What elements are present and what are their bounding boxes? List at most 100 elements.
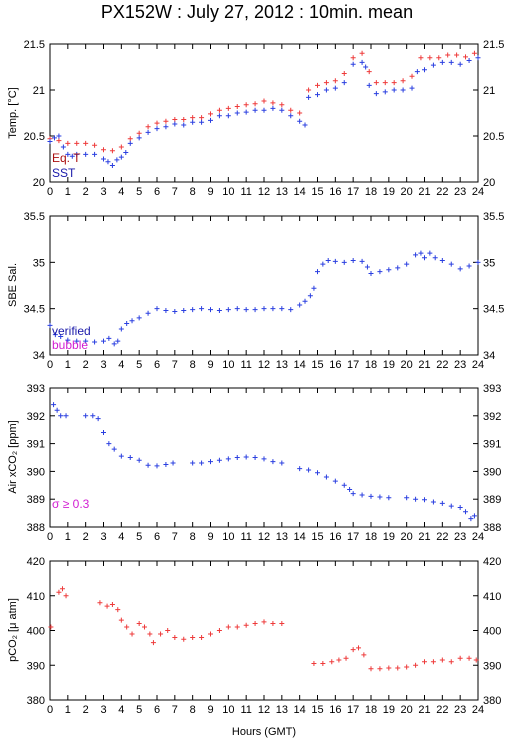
y-tick-label: 20.5 bbox=[24, 131, 45, 143]
data-point bbox=[430, 62, 436, 68]
data-point bbox=[69, 153, 75, 159]
data-point bbox=[366, 69, 372, 75]
y-tick-label-right: 400 bbox=[483, 626, 501, 638]
data-point bbox=[288, 113, 294, 119]
x-tick-label: 1 bbox=[65, 704, 71, 716]
data-point bbox=[216, 628, 222, 633]
data-point bbox=[48, 624, 54, 630]
data-point bbox=[74, 140, 80, 146]
data-point bbox=[454, 52, 460, 58]
data-point bbox=[323, 87, 329, 93]
data-point bbox=[208, 111, 213, 117]
data-point bbox=[463, 509, 469, 515]
series-2 bbox=[47, 55, 481, 168]
data-point bbox=[208, 631, 213, 637]
data-point bbox=[170, 460, 176, 466]
y-tick-label-right: 20 bbox=[483, 177, 495, 189]
data-point bbox=[158, 631, 164, 637]
y-tick-label: 393 bbox=[27, 383, 45, 395]
data-point bbox=[65, 337, 71, 343]
data-point bbox=[359, 59, 365, 65]
chart-title: PX152W : July 27, 2012 : 10min. mean bbox=[101, 2, 413, 22]
data-point bbox=[306, 94, 312, 100]
data-point bbox=[51, 135, 57, 141]
y-tick-label-right: 393 bbox=[483, 383, 501, 395]
x-tick-label: 2 bbox=[83, 531, 89, 543]
x-tick-label: 17 bbox=[347, 186, 359, 198]
x-tick-label: 4 bbox=[118, 704, 124, 716]
data-point bbox=[404, 495, 410, 501]
data-point bbox=[350, 55, 356, 61]
data-point bbox=[427, 250, 433, 256]
data-point bbox=[172, 634, 178, 640]
x-tick-label: 11 bbox=[240, 531, 251, 543]
data-point bbox=[56, 133, 62, 139]
data-point bbox=[60, 144, 66, 150]
data-point bbox=[368, 666, 374, 672]
data-point bbox=[471, 513, 477, 519]
x-tick-label: 0 bbox=[47, 704, 53, 716]
x-tick-label: 11 bbox=[240, 704, 251, 716]
data-point bbox=[297, 302, 303, 308]
data-point bbox=[400, 87, 406, 93]
x-tick-label: 13 bbox=[276, 186, 288, 198]
data-point bbox=[199, 306, 205, 312]
data-point bbox=[252, 307, 258, 313]
data-point bbox=[181, 308, 187, 314]
data-point bbox=[404, 261, 410, 267]
y-tick-label-right: 390 bbox=[483, 466, 501, 478]
data-point bbox=[350, 647, 356, 653]
data-point bbox=[74, 338, 80, 344]
data-point bbox=[165, 628, 171, 633]
data-point bbox=[279, 306, 285, 312]
data-point bbox=[145, 129, 151, 135]
data-point bbox=[427, 55, 433, 61]
x-tick-label: 9 bbox=[207, 186, 213, 198]
data-point bbox=[329, 659, 335, 665]
y-tick-label-right: 20.5 bbox=[483, 131, 504, 143]
data-point bbox=[439, 657, 445, 663]
data-point bbox=[413, 252, 419, 258]
data-point bbox=[199, 460, 205, 466]
data-point bbox=[368, 270, 374, 276]
data-point bbox=[386, 267, 392, 273]
data-point bbox=[350, 61, 356, 67]
chart-panels: 0 1 2 3 4 5 6 7 8 9 10 11 12 13 14 15 16 17 18 19 20 21 22 23 24… bbox=[7, 39, 504, 716]
y-tick-label-right: 21 bbox=[483, 85, 495, 97]
x-tick-label: 7 bbox=[172, 531, 178, 543]
data-point bbox=[422, 497, 427, 503]
data-point bbox=[101, 338, 106, 344]
data-point bbox=[382, 80, 388, 86]
data-point bbox=[332, 78, 338, 84]
data-point bbox=[382, 89, 388, 95]
data-point bbox=[234, 110, 240, 116]
data-point bbox=[225, 624, 231, 630]
data-point bbox=[65, 151, 71, 157]
data-point bbox=[261, 306, 267, 312]
data-point bbox=[448, 659, 454, 665]
data-point bbox=[306, 467, 312, 473]
x-tick-label: 21 bbox=[418, 359, 430, 371]
x-tick-label: 5 bbox=[136, 704, 142, 716]
data-point bbox=[95, 416, 101, 422]
data-point bbox=[359, 50, 365, 56]
data-point bbox=[109, 162, 115, 168]
data-point bbox=[243, 454, 249, 460]
data-point bbox=[448, 261, 454, 267]
legend-label: Eq. T bbox=[52, 151, 81, 165]
data-point bbox=[172, 308, 178, 314]
data-point bbox=[74, 151, 80, 157]
y-tick-label-right: 35.5 bbox=[483, 211, 504, 223]
y-tick-label: 389 bbox=[27, 494, 45, 506]
data-point bbox=[457, 505, 463, 511]
data-point bbox=[243, 102, 249, 108]
data-point bbox=[302, 298, 308, 304]
x-tick-label: 8 bbox=[190, 704, 196, 716]
data-point bbox=[341, 259, 347, 265]
data-point bbox=[377, 269, 383, 275]
data-point bbox=[418, 55, 424, 61]
y-tick-label-right: 392 bbox=[483, 411, 501, 423]
x-tick-label: 14 bbox=[294, 704, 306, 716]
data-point bbox=[123, 150, 129, 156]
data-point bbox=[225, 113, 231, 119]
